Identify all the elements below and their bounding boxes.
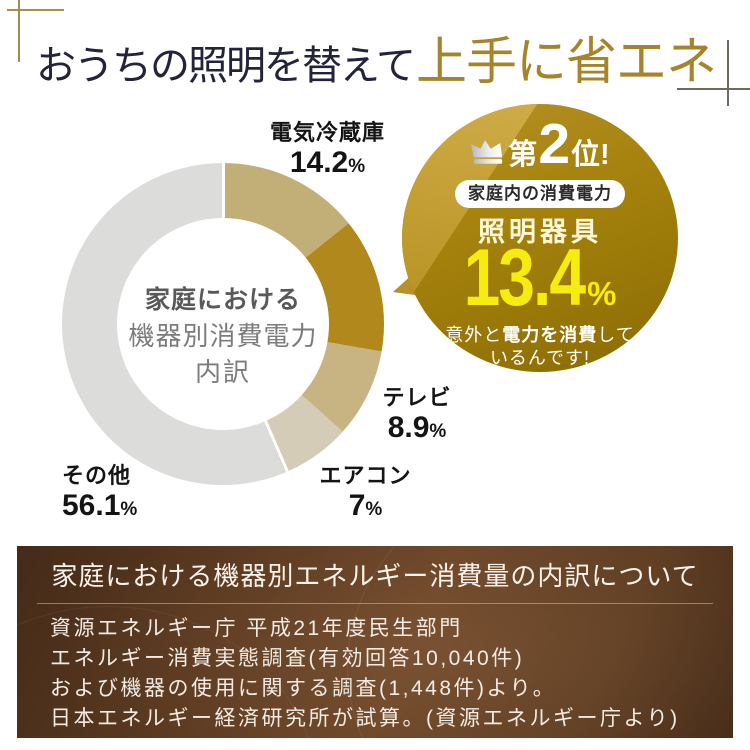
segment-value: 14.2% bbox=[240, 148, 415, 182]
segment-value-number: 7 bbox=[348, 489, 366, 522]
corner-mark-right-horizontal bbox=[677, 88, 750, 90]
percent-sign: % bbox=[120, 499, 138, 520]
note-pre: 意外と bbox=[445, 325, 503, 345]
segment-label-others: その他 56.1% bbox=[62, 464, 172, 525]
segment-value-number: 14.2 bbox=[289, 146, 349, 179]
corner-mark-top-left-vertical bbox=[18, 0, 20, 62]
segment-value: 56.1% bbox=[62, 491, 172, 525]
segment-name: 電気冷蔵庫 bbox=[269, 120, 385, 145]
rank-suffix: 位! bbox=[571, 139, 610, 171]
note-line2: いるんです! bbox=[489, 348, 591, 368]
segment-label-refrigerator: 電気冷蔵庫 14.2% bbox=[240, 121, 415, 182]
note-post: して bbox=[597, 325, 635, 345]
segment-name: テレビ bbox=[382, 385, 452, 410]
donut-center-title-line1: 家庭における bbox=[144, 286, 301, 314]
donut-center: 家庭における 機器別消費電力 内訳 bbox=[117, 218, 329, 430]
corner-mark-top-left-horizontal bbox=[7, 9, 64, 11]
source-line: 資源エネルギー庁 平成21年度民生部門 bbox=[50, 617, 463, 640]
segment-label-aircon: エアコン 7% bbox=[318, 464, 413, 525]
segment-value-number: 8.9 bbox=[387, 411, 430, 444]
segment-name: エアコン bbox=[319, 463, 412, 488]
badge-percent-sign: % bbox=[587, 275, 617, 312]
page-title-gold: 上手に省エネ bbox=[416, 35, 717, 91]
badge-value-row: 13.4 % bbox=[464, 237, 617, 318]
segment-value: 8.9% bbox=[381, 413, 453, 447]
percent-sign: % bbox=[429, 421, 447, 442]
segment-divider bbox=[262, 417, 289, 473]
segment-label-tv: テレビ 8.9% bbox=[381, 386, 453, 447]
rank-prefix: 第 bbox=[508, 139, 538, 171]
badge-note: 意外と電力を消費して いるんです! bbox=[445, 324, 634, 370]
source-box-title: 家庭における機器別エネルギー消費量の内訳について bbox=[51, 561, 699, 591]
badge-value: 13.4 bbox=[463, 231, 586, 323]
rank-number: 2 bbox=[538, 112, 571, 176]
badge-category-pill: 家庭内の消費電力 bbox=[455, 180, 625, 208]
source-line: エネルギー消費実態調査(有効回答10,040件) bbox=[50, 647, 525, 670]
rank-badge-bubble: 第 2 位! 家庭内の消費電力 照明器具 13.4 % 意外と電力を消費して い… bbox=[402, 104, 678, 372]
crown-icon bbox=[470, 139, 504, 169]
source-box-body: 資源エネルギー庁 平成21年度民生部門 エネルギー消費実態調査(有効回答10,0… bbox=[50, 614, 733, 734]
badge-item-label: 照明器具 bbox=[478, 217, 602, 247]
badge-content: 第 2 位! 家庭内の消費電力 照明器具 13.4 % 意外と電力を消費して い… bbox=[402, 104, 678, 370]
donut-center-title-line2: 機器別消費電力 bbox=[128, 321, 318, 351]
segment-value: 7% bbox=[318, 491, 413, 525]
note-bold: 電力を消費 bbox=[502, 325, 598, 345]
corner-mark-right-vertical bbox=[727, 40, 729, 106]
donut-chart: 家庭における 機器別消費電力 内訳 bbox=[62, 163, 384, 485]
segment-value-number: 56.1 bbox=[62, 489, 121, 522]
percent-sign: % bbox=[365, 499, 383, 520]
donut-center-title-line3: 内訳 bbox=[194, 357, 251, 387]
segment-name: その他 bbox=[62, 463, 132, 488]
rank-row: 第 2 位! bbox=[470, 112, 610, 176]
page-title: おうちの照明を替えて 上手に省エネ bbox=[36, 20, 736, 94]
source-box: 家庭における機器別エネルギー消費量の内訳について 資源エネルギー庁 平成21年度… bbox=[17, 546, 733, 738]
segment-divider bbox=[221, 163, 225, 222]
source-line: および機器の使用に関する調査(1,448件)より。 bbox=[50, 677, 557, 700]
source-line: 日本エネルギー経済研究所が試算。(資源エネルギー庁より) bbox=[50, 707, 680, 730]
source-box-divider bbox=[37, 603, 713, 604]
page-title-dark: おうちの照明を替えて bbox=[36, 43, 416, 88]
percent-sign: % bbox=[348, 156, 366, 177]
